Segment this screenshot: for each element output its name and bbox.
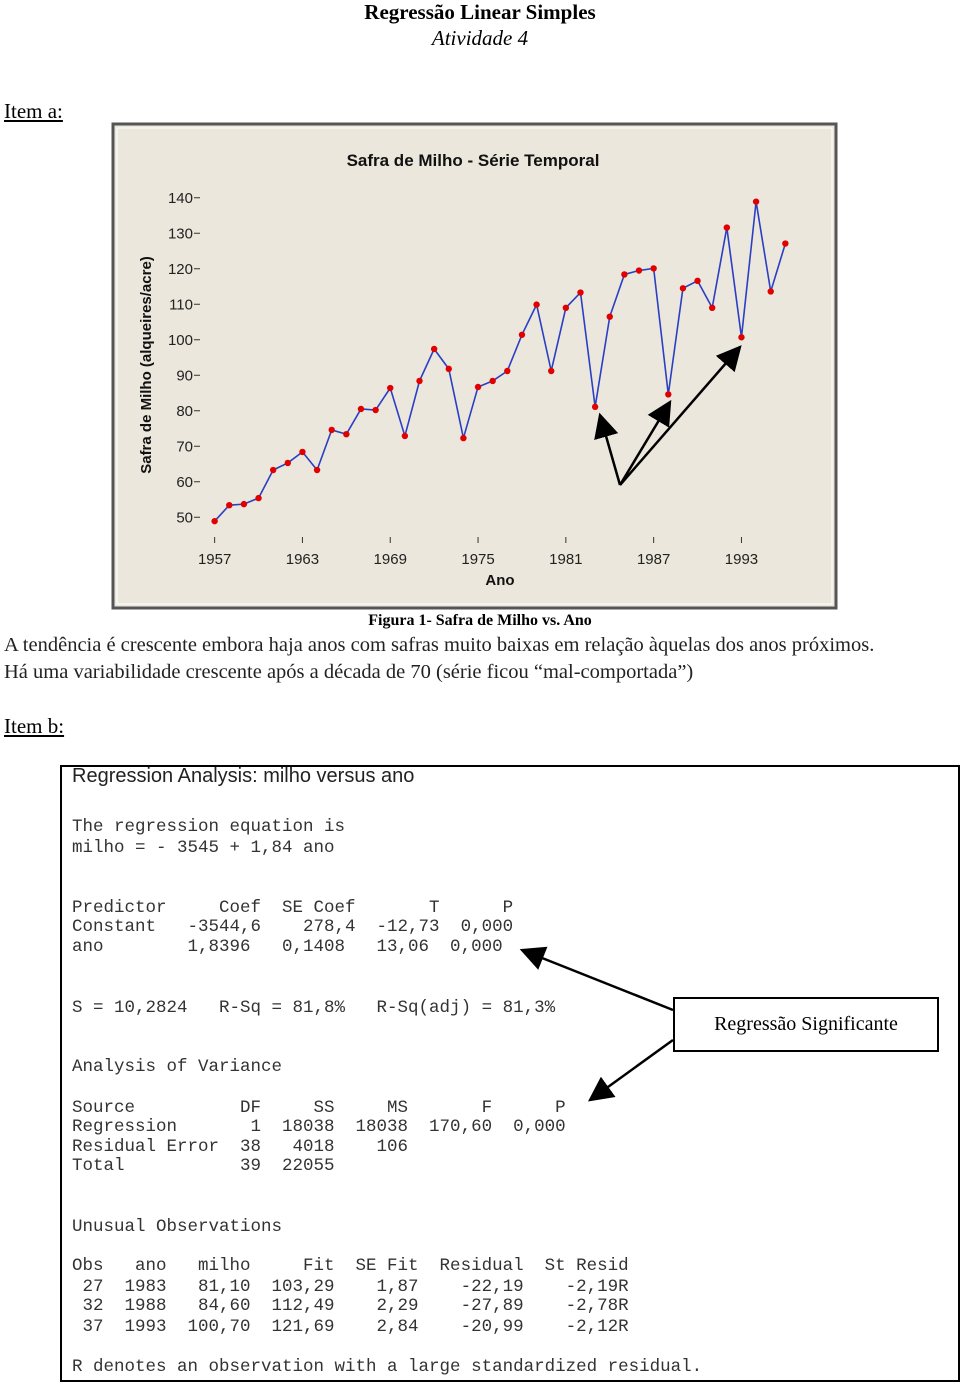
data-point: [430, 345, 438, 353]
data-point: [591, 403, 599, 411]
x-tick-label: 1981: [549, 551, 582, 568]
y-tick-label: 90: [176, 367, 193, 384]
data-point: [518, 331, 526, 338]
y-tick-label: 120: [168, 261, 193, 278]
data-point: [255, 494, 262, 502]
output-line: Source DF SS MS F P: [72, 1098, 566, 1118]
y-tick-label: 70: [176, 438, 193, 455]
output-line: R denotes an observation with a large st…: [72, 1357, 703, 1377]
data-point: [401, 432, 409, 440]
data-point: [606, 313, 613, 320]
annotation: Regressão Significante: [673, 997, 939, 1052]
data-point: [328, 426, 335, 434]
chart-frame: [111, 122, 838, 610]
data-point: [533, 301, 540, 308]
data-point: [767, 288, 774, 295]
data-point: [284, 459, 292, 467]
data-point: [474, 383, 482, 391]
chart: Safra de Milho - Série Temporal Safra de …: [111, 122, 838, 610]
subtitle: Atividade 4: [431, 26, 529, 50]
output-line: Obs ano milho Fit SE Fit Residual St Res…: [72, 1256, 629, 1276]
y-tick-label: 130: [168, 225, 193, 242]
data-point: [782, 240, 789, 247]
y-tick-label: 140: [168, 190, 193, 207]
output-line: Constant -3544,6 278,4 -12,73 0,000: [72, 917, 514, 937]
chart-frame-inner: [116, 127, 833, 605]
output-line: milho = - 3545 + 1,84 ano: [72, 838, 335, 858]
y-tick-label: 110: [169, 296, 193, 313]
output-line: The regression equation is: [72, 817, 346, 837]
data-point: [679, 285, 687, 292]
data-point: [504, 367, 511, 375]
data-point: [665, 391, 672, 398]
data-point: [416, 377, 423, 385]
data-point: [635, 267, 643, 274]
output-line: 37 1993 100,70 121,69 2,84 -20,99 -2,12R: [72, 1317, 629, 1337]
y-axis-label: Safra de Milho (alqueires/acre): [138, 256, 155, 474]
data-point: [708, 304, 716, 311]
output-line: Residual Error 38 4018 106: [72, 1137, 409, 1157]
data-point: [694, 277, 701, 285]
output-line: Unusual Observations: [72, 1217, 283, 1237]
item-label: Item a:: [4, 99, 63, 123]
data-point: [357, 405, 365, 413]
output-line: Predictor Coef SE Coef T P: [72, 898, 514, 918]
data-point: [621, 271, 628, 278]
data-point: [577, 289, 584, 296]
paragraphs: A tendência é crescente embora haja anos…: [4, 632, 909, 686]
data-point: [562, 304, 570, 311]
data-point: [240, 500, 248, 508]
x-tick-label: 1957: [198, 551, 231, 568]
data-point: [548, 367, 555, 375]
series-line: [214, 201, 787, 522]
figure-caption: Figura 1- Safra de Milho vs. Ano: [368, 612, 592, 629]
y-tick-label: 80: [176, 403, 193, 420]
data-point: [313, 466, 321, 474]
data-point: [460, 434, 467, 442]
x-tick-label: 1975: [461, 551, 494, 568]
x-tick-label: 1993: [725, 551, 758, 568]
data-point: [387, 384, 394, 392]
x-tick-label: 1963: [286, 551, 319, 568]
output-line: Analysis of Variance: [72, 1057, 283, 1077]
data-point: [489, 377, 496, 385]
output-line: 27 1983 81,10 103,29 1,87 -22,19 -2,19R: [72, 1277, 629, 1297]
x-tick-label: 1987: [637, 551, 670, 568]
data-point: [269, 466, 277, 474]
arrow: [619, 345, 742, 486]
data-point: [445, 365, 452, 373]
paragraph: Há uma variabilidade crescente após a dé…: [4, 661, 694, 683]
output-line: Total 39 22055: [72, 1156, 335, 1176]
arrow: [618, 399, 672, 486]
data-point: [752, 198, 760, 205]
output-line: S = 10,2824 R-Sq = 81,8% R-Sq(adj) = 81,…: [72, 998, 556, 1018]
data-point: [723, 224, 731, 231]
x-axis-label: Ano: [485, 572, 514, 589]
regression-box: [60, 765, 960, 1382]
data-point: [372, 406, 379, 414]
y-tick-label: 60: [176, 474, 193, 491]
data-point: [650, 265, 657, 272]
data-point: [226, 501, 233, 509]
paragraph: A tendência é crescente embora haja anos…: [4, 634, 875, 656]
item-label: Item b:: [4, 714, 65, 738]
data-point: [211, 517, 218, 525]
x-tick-label: 1969: [374, 551, 407, 568]
arrow: [594, 412, 622, 486]
data-point: [343, 430, 350, 438]
data-point: [299, 448, 306, 456]
output-line: Regression 1 18038 18038 170,60 0,000: [72, 1117, 566, 1137]
regression-title: Regression Analysis: milho versus ano: [72, 765, 415, 787]
output-line: ano 1,8396 0,1408 13,06 0,000: [72, 937, 503, 957]
output-line: 32 1988 84,60 112,49 2,29 -27,89 -2,78R: [72, 1296, 629, 1316]
y-tick-label: 100: [168, 332, 193, 349]
chart-title: Safra de Milho - Série Temporal: [347, 151, 600, 170]
data-point: [738, 334, 745, 341]
y-tick-label: 50: [176, 509, 193, 526]
title: Regressão Linear Simples: [364, 0, 596, 24]
